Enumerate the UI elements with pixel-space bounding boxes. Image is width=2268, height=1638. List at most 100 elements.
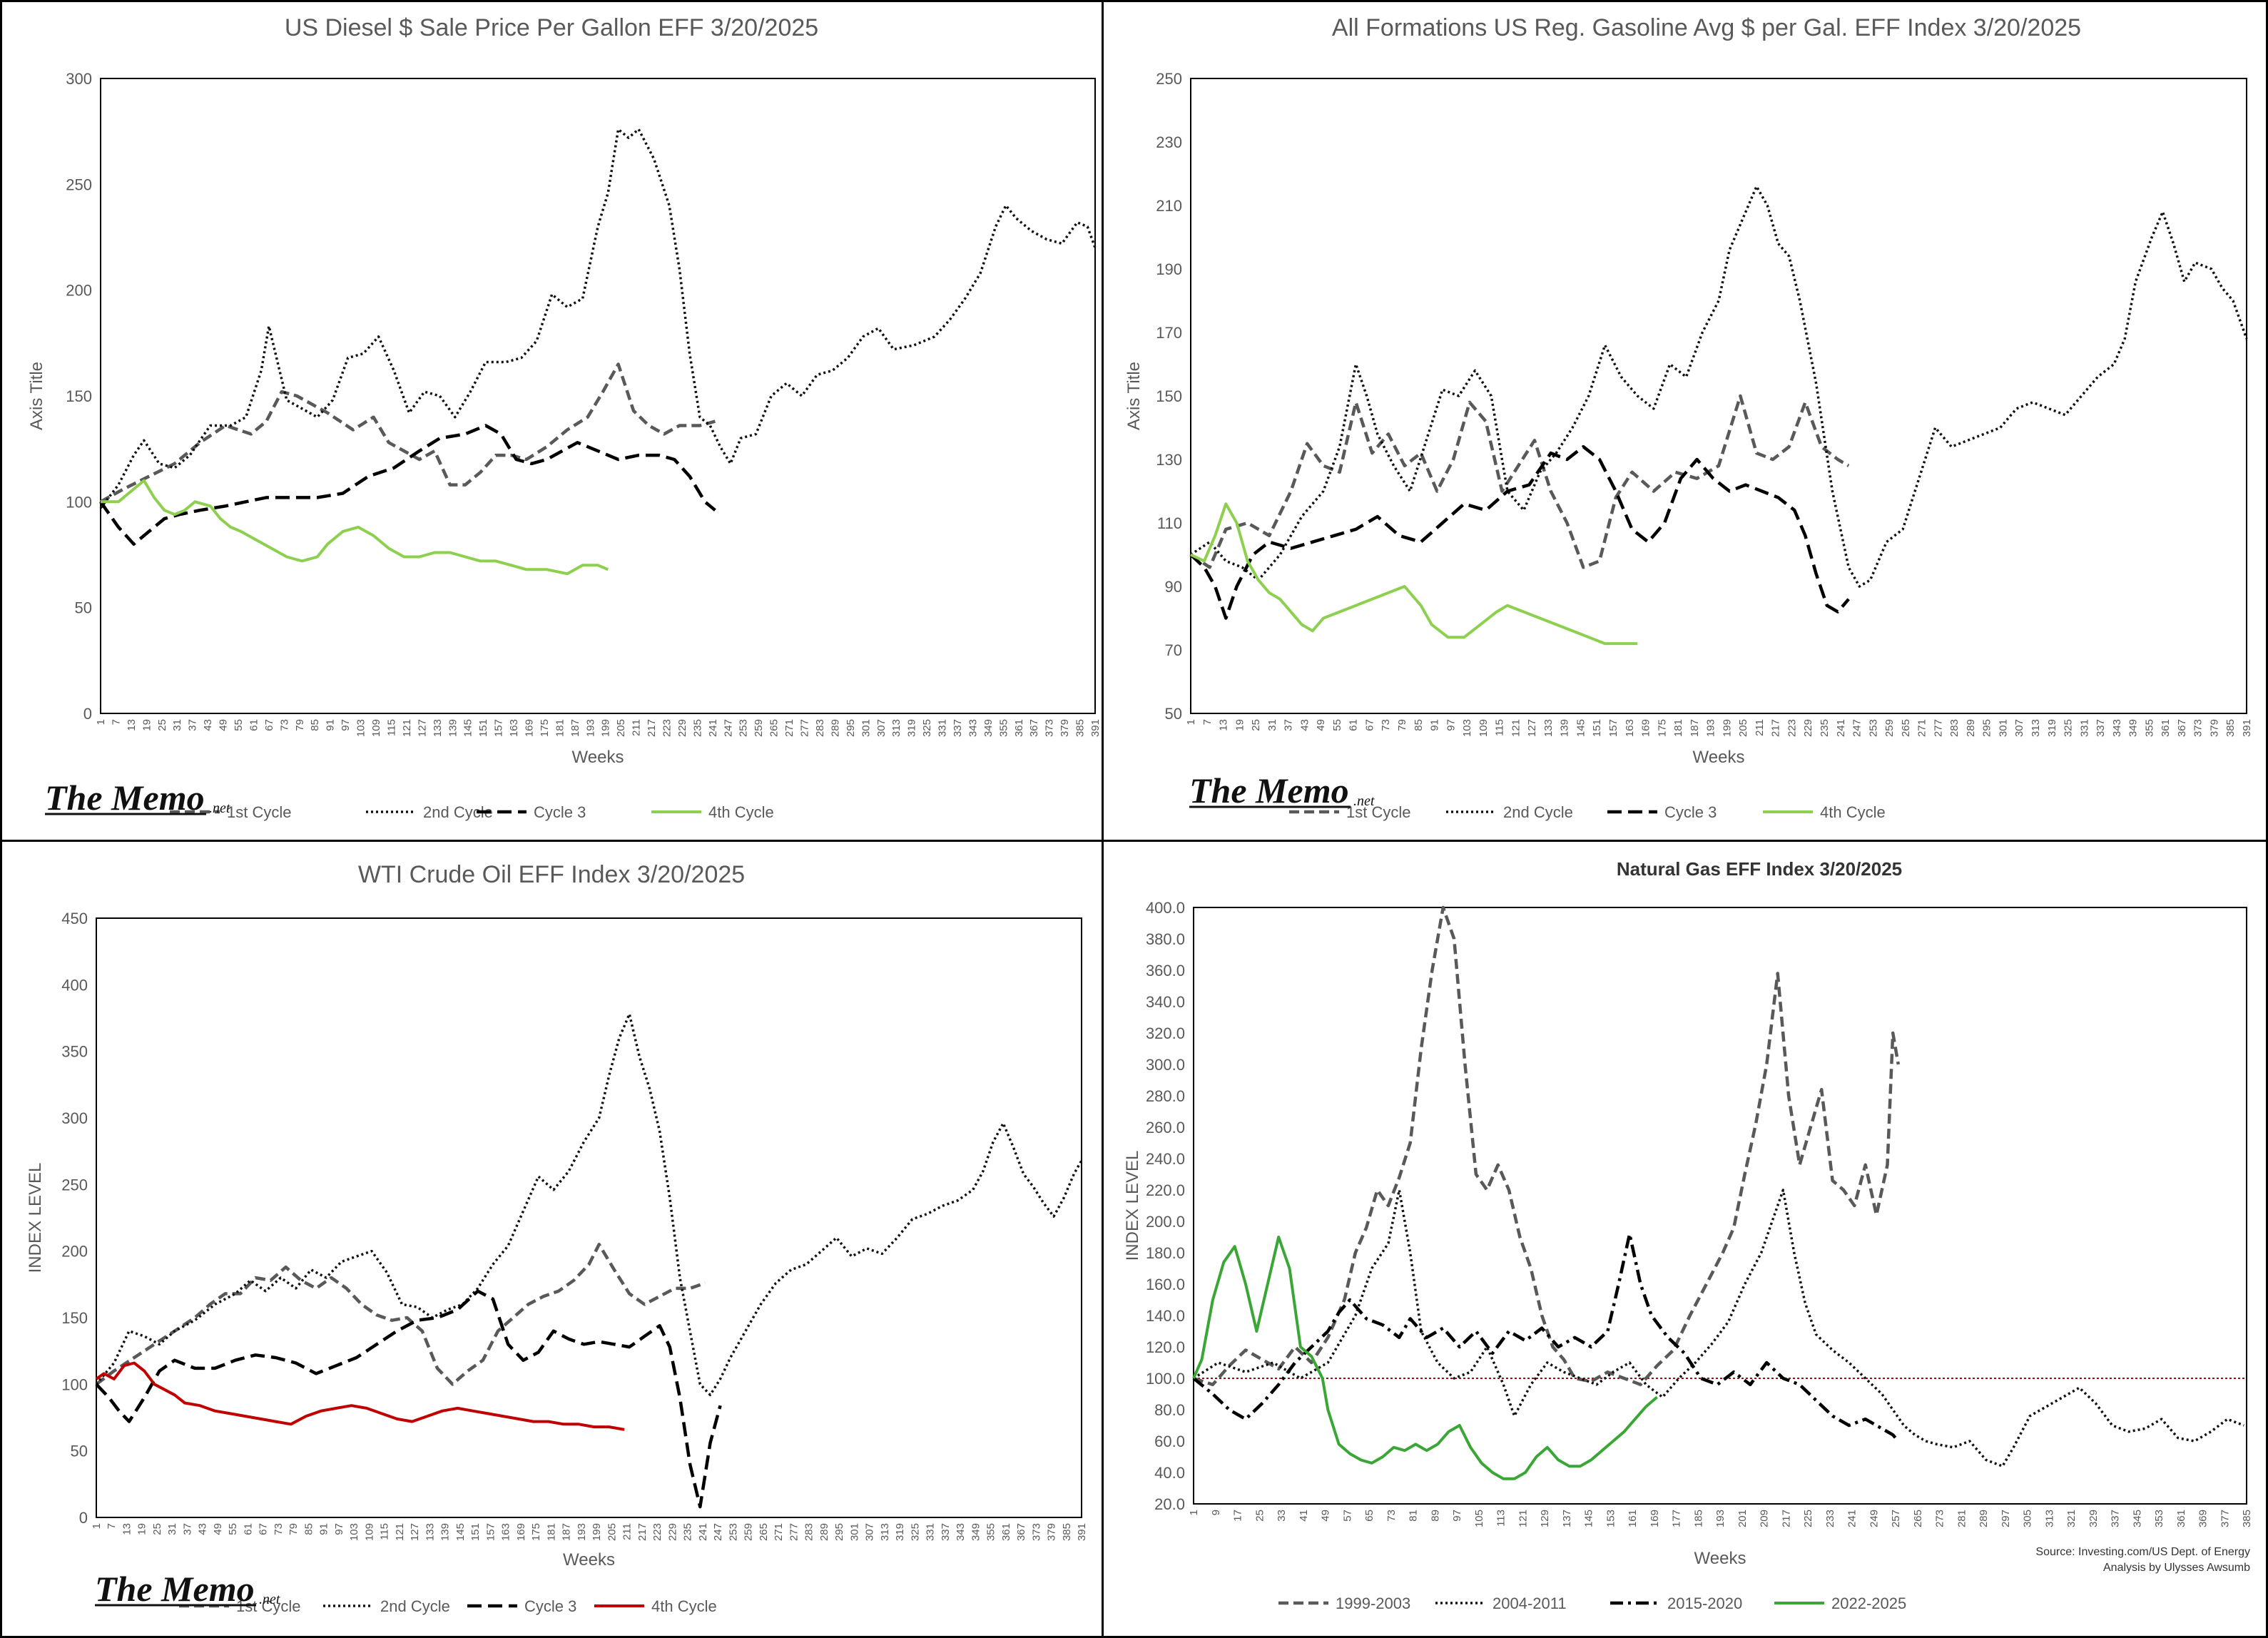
- plot-area: [100, 78, 1096, 714]
- x-tick-label: 379: [1046, 1523, 1058, 1541]
- chart-title: WTI Crude Oil EFF Index 3/20/2025: [358, 861, 745, 888]
- legend-entry: 1st Cycle: [1346, 803, 1410, 821]
- y-tick-label: 340.0: [1146, 993, 1185, 1011]
- series-line-cycle-3: [95, 1289, 722, 1509]
- legend-entry: 1999-2003: [1336, 1594, 1410, 1612]
- x-tick-label: 97: [1445, 719, 1457, 731]
- x-axis-label: Weeks: [1693, 748, 1745, 767]
- x-tick-label: 19: [136, 1523, 148, 1535]
- y-axis-label: Axis Title: [1124, 362, 1144, 430]
- x-tick-label: 367: [1015, 1523, 1027, 1541]
- x-tick-label: 13: [126, 719, 138, 731]
- series-line-2022-2025: [1192, 1236, 1658, 1480]
- x-tick-label: 253: [727, 1523, 739, 1541]
- logo-text: The Memo: [1189, 770, 1349, 810]
- x-tick-label: 91: [318, 1523, 330, 1535]
- x-tick-label: 85: [309, 719, 321, 731]
- source-note: Source: Investing.com/US Dept. of Energy: [2035, 1546, 2250, 1558]
- legend-entry: Cycle 3: [524, 1597, 576, 1615]
- x-tick-label: 305: [2022, 1510, 2034, 1527]
- x-tick-label: 331: [925, 1523, 937, 1541]
- x-tick-label: 1: [91, 1523, 103, 1529]
- x-tick-label: 373: [1044, 719, 1056, 737]
- x-tick-label: 49: [1315, 719, 1327, 731]
- x-tick-label: 163: [508, 719, 520, 737]
- chart-title: Natural Gas EFF Index 3/20/2025: [1617, 858, 1902, 880]
- x-tick-label: 115: [379, 1523, 391, 1540]
- x-tick-label: 233: [1824, 1510, 1836, 1527]
- x-tick-label: 109: [370, 719, 382, 737]
- y-tick-label: 170: [1156, 324, 1182, 342]
- x-tick-label: 175: [539, 719, 551, 737]
- x-tick-label: 241: [1846, 1510, 1858, 1527]
- y-tick-label: 250: [1156, 70, 1182, 88]
- x-tick-label: 271: [773, 1523, 785, 1541]
- x-tick-label: 193: [584, 719, 596, 737]
- x-tick-label: 33: [1276, 1510, 1288, 1522]
- x-tick-label: 209: [1759, 1510, 1771, 1527]
- x-tick-label: 205: [606, 1523, 618, 1541]
- y-tick-label: 190: [1156, 260, 1182, 278]
- x-tick-label: 391: [2241, 719, 2253, 737]
- legend-entry: 4th Cycle: [708, 803, 774, 821]
- x-tick-label: 329: [2088, 1510, 2100, 1527]
- x-tick-label: 133: [424, 1523, 436, 1541]
- x-tick-label: 199: [600, 719, 612, 737]
- x-tick-label: 241: [1835, 719, 1847, 737]
- x-tick-label: 151: [477, 719, 489, 737]
- y-tick-label: 40.0: [1154, 1464, 1185, 1482]
- x-tick-label: 229: [666, 1523, 678, 1541]
- x-tick-label: 217: [1780, 1510, 1792, 1527]
- x-tick-label: 97: [333, 1523, 345, 1535]
- x-tick-label: 249: [1868, 1510, 1880, 1527]
- y-tick-label: 70: [1165, 641, 1182, 659]
- x-tick-label: 115: [385, 719, 397, 736]
- x-tick-label: 13: [121, 1523, 133, 1535]
- x-tick-label: 91: [325, 719, 337, 731]
- series-line-cycle-3: [1189, 444, 1850, 620]
- x-tick-label: 97: [340, 719, 352, 731]
- x-tick-label: 321: [2065, 1510, 2078, 1527]
- x-tick-label: 199: [591, 1523, 603, 1541]
- y-tick-label: 250: [61, 1176, 88, 1194]
- x-tick-label: 241: [697, 1523, 709, 1541]
- x-tick-label: 217: [636, 1523, 649, 1541]
- x-tick-label: 67: [258, 1523, 270, 1535]
- chart-title: US Diesel $ Sale Price Per Gallon EFF 3/…: [285, 14, 818, 41]
- the-memo-logo: The Memo .net: [1189, 770, 1375, 810]
- x-tick-label: 7: [1201, 719, 1214, 725]
- x-tick-label: 1: [1188, 1510, 1200, 1515]
- x-tick-label: 73: [278, 719, 290, 731]
- x-tick-label: 157: [484, 1523, 497, 1541]
- x-tick-label: 81: [1408, 1510, 1420, 1522]
- x-tick-label: 301: [848, 1523, 860, 1541]
- x-tick-label: 145: [1583, 1510, 1595, 1527]
- x-tick-label: 129: [1539, 1510, 1551, 1527]
- x-tick-label: 331: [2078, 719, 2090, 737]
- x-tick-label: 109: [1478, 719, 1490, 737]
- x-tick-label: 127: [416, 719, 428, 737]
- x-tick-label: 25: [151, 1523, 163, 1535]
- x-tick-label: 319: [2046, 719, 2058, 737]
- x-tick-label: 235: [1819, 719, 1831, 737]
- x-axis-label: Weeks: [1694, 1549, 1746, 1568]
- x-tick-label: 361: [2160, 719, 2172, 737]
- legend-entry: Cycle 3: [534, 803, 586, 821]
- x-tick-label: 85: [1413, 719, 1425, 731]
- x-tick-label: 163: [500, 1523, 512, 1541]
- x-tick-label: 103: [355, 719, 367, 737]
- x-tick-label: 163: [1624, 719, 1636, 737]
- x-tick-label: 379: [1059, 719, 1071, 737]
- x-tick-label: 177: [1671, 1510, 1683, 1527]
- x-tick-label: 223: [1786, 719, 1798, 737]
- x-tick-label: 337: [2095, 719, 2107, 737]
- series-line-2nd-cycle: [95, 1012, 1083, 1397]
- x-tick-label: 67: [1363, 719, 1375, 731]
- y-tick-label: 220.0: [1146, 1181, 1185, 1199]
- y-tick-label: 450: [61, 910, 88, 927]
- x-tick-label: 361: [1013, 719, 1025, 737]
- series-line-1999-2003: [1193, 905, 1901, 1387]
- x-tick-label: 139: [1559, 719, 1571, 737]
- y-tick-label: 240.0: [1146, 1150, 1185, 1168]
- x-tick-label: 89: [1429, 1510, 1441, 1522]
